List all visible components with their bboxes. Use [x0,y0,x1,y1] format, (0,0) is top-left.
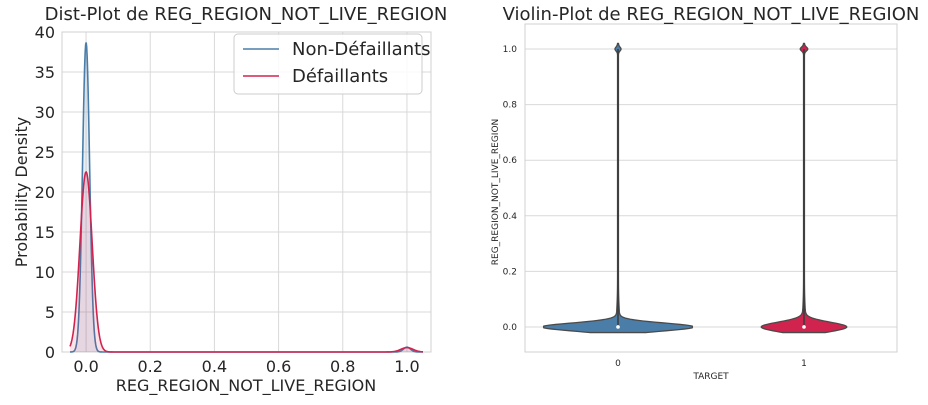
kde-fill-1 [70,172,423,352]
dist-plot-x-tick-label: 0.0 [73,357,98,376]
legend-label-defaillants: Défaillants [292,66,388,87]
violin-plot-y-tick-label: 0.0 [503,323,518,333]
legend-box [233,33,423,95]
violin-plot-x-tick-label: 1 [801,359,807,369]
dist-plot-xlabel: REG_REGION_NOT_LIVE_REGION [116,376,376,396]
dist-plot-y-tick-label: 25 [35,143,55,162]
dist-plot-x-ticks: 0.0 0.2 0.4 0.6 0.8 1.0 [73,357,419,376]
violin-plot-y-tick-label: 0.6 [503,156,518,166]
dist-plot-ylabel: Probability Density [12,117,31,268]
dist-plot-x-tick-label: 1.0 [394,357,419,376]
violin-plot-y-ticks: 0.0 0.2 0.4 0.6 0.8 1.0 [503,45,518,333]
dist-plot-y-tick-label: 40 [35,23,55,42]
violin-plot-ylabel: REG_REGION_NOT_LIVE_REGION [491,119,501,266]
violin-plot-y-tick-label: 1.0 [503,45,518,55]
dist-plot-y-tick-label: 30 [35,103,55,122]
violin-plot-title: Violin-Plot de REG_REGION_NOT_LIVE_REGIO… [503,4,920,25]
dist-plot-y-tick-label: 20 [35,183,55,202]
violin-plot-gridlines [525,48,897,328]
dist-plot-y-tick-label: 0 [45,343,55,362]
violin-plot-y-tick-label: 0.8 [503,101,518,111]
violin-plot-xlabel: TARGET [692,372,729,382]
violin-plot-violins [542,42,848,334]
dist-plot-y-tick-label: 15 [35,223,55,242]
violin-median-1 [802,325,806,329]
dist-plot-y-tick-label: 5 [45,303,55,322]
violin-plot-y-tick-label: 0.4 [503,212,518,222]
dist-plot-y-tick-label: 35 [35,63,55,82]
dist-plot-panel: 0 5 10 15 20 25 30 35 40 0.0 0.2 0.4 0.6 0.8 1.0 Dist… [12,4,447,396]
dist-plot-y-tick-label: 10 [35,263,55,282]
violin-plot-y-tick-label: 0.2 [503,267,517,277]
dist-plot-title: Dist-Plot de REG_REGION_NOT_LIVE_REGION [45,4,448,25]
dist-plot-legend: Non-Défaillants Défaillants [233,33,431,95]
violin-plot-x-tick-label: 0 [615,359,621,369]
kde-line-1 [69,170,424,353]
dist-plot-x-tick-label: 0.6 [266,357,291,376]
dist-plot-x-tick-label: 0.8 [330,357,355,376]
violin-plot-frame [524,23,898,353]
dist-plot-x-tick-label: 0.2 [138,357,163,376]
dist-plot-x-tick-label: 0.4 [202,357,227,376]
dist-plot-curves [69,42,424,353]
dist-plot-y-ticks: 0 5 10 15 20 25 30 35 40 [35,23,55,362]
legend-label-non-defaillants: Non-Défaillants [292,39,431,60]
violin-median-0 [616,325,620,329]
dist-plot-gridlines [62,31,431,353]
